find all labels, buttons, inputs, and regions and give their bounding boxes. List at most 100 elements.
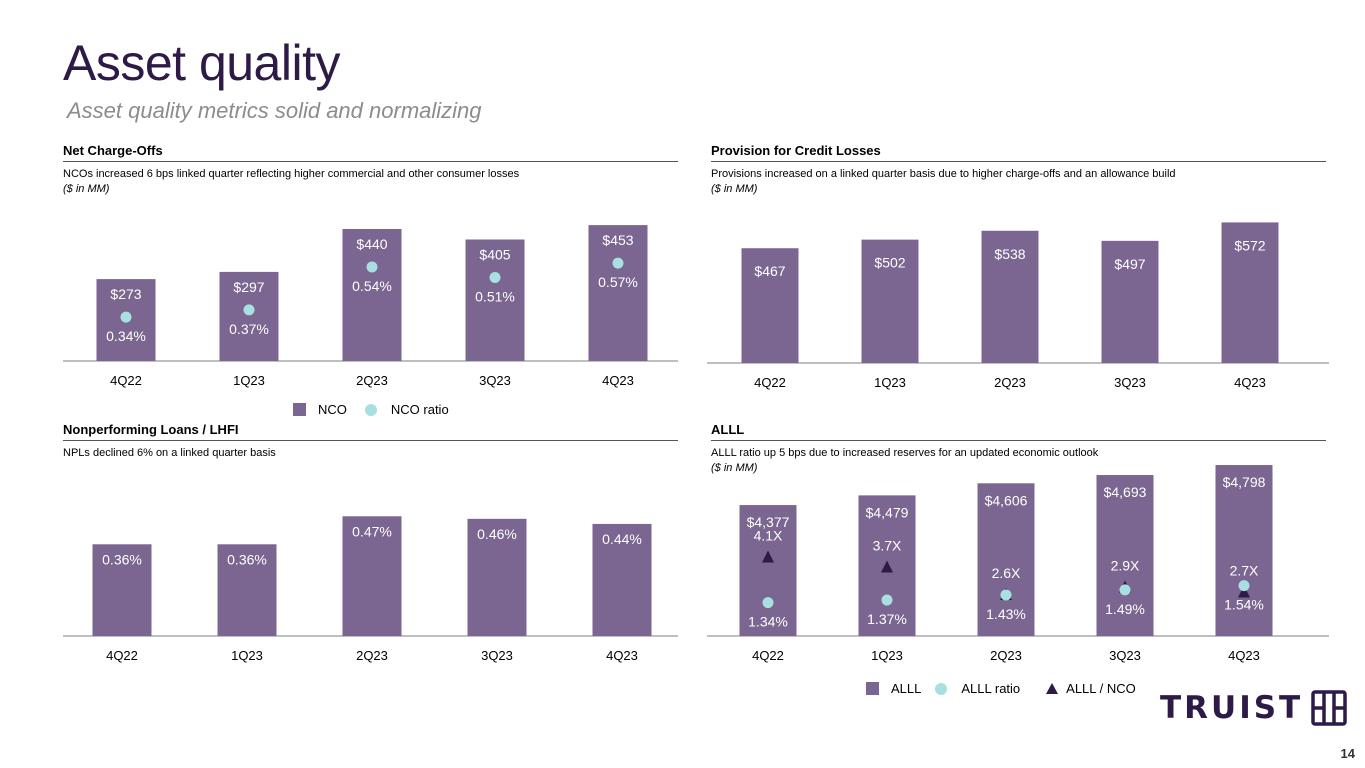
alll-ratio-dot (881, 594, 893, 606)
x-tick-label: 4Q22 (106, 648, 138, 663)
bar-4q22 (741, 248, 799, 363)
bar-value-label: 0.46% (477, 526, 517, 542)
bar-2q23 (342, 516, 402, 636)
bar-1q23 (861, 239, 919, 363)
legend-item-nco-ratio: NCO ratio (364, 402, 449, 417)
nco-ratio-dot (489, 272, 501, 283)
ratio-value-label: 1.43% (986, 606, 1026, 622)
x-tick-label: 2Q23 (356, 648, 388, 663)
x-tick-label: 4Q22 (110, 373, 142, 388)
bar-value-label: $467 (754, 263, 785, 279)
nco-ratio-dot (366, 261, 378, 273)
ratio-value-label: 1.34% (748, 614, 788, 630)
panel-heading: Nonperforming Loans / LHFI (63, 422, 678, 441)
panel-description: NCOs increased 6 bps linked quarter refl… (63, 168, 520, 180)
alll-legend: ALLL ALLL ratio ALLL / NCO (866, 681, 1154, 696)
panel-heading: ALLL (711, 422, 1326, 441)
legend-item-alll-ratio: ALLL ratio (935, 681, 1020, 696)
x-tick-label: 3Q23 (1114, 375, 1146, 390)
alll-nco-label: 2.7X (1230, 563, 1259, 579)
alll-nco-label: 3.7X (873, 538, 902, 554)
x-tick-label: 2Q23 (356, 373, 388, 388)
bar-3q23 (1096, 475, 1154, 636)
panel-description: Provisions increased on a linked quarter… (711, 168, 1176, 180)
legend-label: NCO (318, 402, 347, 417)
alll-ratio-dot (1238, 580, 1250, 592)
legend-label: ALLL (891, 681, 922, 696)
legend-label: ALLL / NCO (1066, 681, 1136, 696)
x-tick-label: 2Q23 (994, 375, 1026, 390)
bar-value-label: 0.44% (602, 531, 642, 547)
bar-value-label: $502 (874, 255, 905, 271)
alll-ratio-dot (1000, 589, 1012, 601)
bar-swatch-icon (293, 403, 306, 416)
bar-4q23 (588, 225, 648, 361)
panel-unit: ($ in MM) (711, 462, 758, 474)
x-tick-label: 4Q23 (602, 373, 634, 388)
panel-net-charge-offs: Net Charge-Offs NCOs increased 6 bps lin… (63, 143, 678, 195)
nco-ratio-dot (243, 304, 255, 316)
bar-2q23 (977, 483, 1035, 636)
nco-legend: NCO NCO ratio (293, 402, 467, 417)
bar-value-label: 0.47% (352, 523, 392, 539)
bar-3q23 (1101, 240, 1159, 363)
legend-label: ALLL ratio (961, 681, 1021, 696)
bar-value-label: $497 (1114, 256, 1145, 272)
panel-nonperforming-loans: Nonperforming Loans / LHFI NPLs declined… (63, 422, 678, 459)
bar-value-label: $273 (110, 286, 141, 302)
alll-nco-label: 2.6X (992, 565, 1021, 581)
panel-provision: Provision for Credit Losses Provisions i… (711, 143, 1326, 195)
x-tick-label: 1Q23 (231, 648, 263, 663)
bar-value-label: $4,479 (866, 504, 909, 520)
x-tick-label: 3Q23 (479, 373, 511, 388)
alll-ratio-dot (762, 597, 774, 609)
legend-item-alll-nco: ALLL / NCO (1046, 681, 1136, 696)
bar-3q23 (465, 239, 525, 361)
bar-value-label: $4,798 (1223, 474, 1266, 490)
page-number: 14 (1340, 746, 1355, 761)
ratio-value-label: 0.57% (598, 274, 638, 290)
bar-4q22 (92, 544, 152, 636)
page-title: Asset quality (63, 35, 340, 91)
bar-4q23 (1215, 465, 1273, 636)
nco-ratio-dot (612, 257, 624, 269)
bar-value-label: $4,377 (747, 514, 790, 530)
bar-value-label: $440 (356, 236, 387, 252)
bar-value-label: $572 (1234, 237, 1265, 253)
bar-2q23 (342, 229, 402, 361)
bar-1q23 (217, 544, 277, 636)
x-tick-label: 4Q23 (1234, 375, 1266, 390)
dot-swatch-icon (935, 682, 948, 695)
x-tick-label: 1Q23 (233, 373, 265, 388)
triangle-swatch-icon (1046, 683, 1059, 694)
x-tick-label: 4Q23 (606, 648, 638, 663)
alll-nco-label: 2.9X (1111, 558, 1140, 574)
bar-1q23 (219, 271, 279, 361)
nco-chart: 4Q22 1Q23 2Q23 3Q23 4Q23 $273 0.34% $297 0.37% $4… (63, 225, 678, 388)
panel-description: ALLL ratio up 5 bps due to increased res… (711, 447, 1099, 459)
x-tick-label: 3Q23 (481, 648, 513, 663)
x-tick-label: 4Q23 (1228, 648, 1260, 663)
bar-value-label: $453 (602, 232, 633, 248)
panel-unit: ($ in MM) (711, 183, 758, 195)
npl-chart: 4Q22 1Q23 2Q23 3Q23 4Q23 0.36% 0.36% 0.47% 0.46%… (63, 516, 678, 663)
panel-alll: ALLL ALLL ratio up 5 bps due to increase… (711, 422, 1326, 474)
x-tick-label: 2Q23 (990, 648, 1022, 663)
panel-unit: ($ in MM) (63, 183, 110, 195)
bar-value-label: 0.36% (227, 551, 267, 567)
ratio-value-label: 0.34% (106, 328, 146, 344)
bar-value-label: $405 (479, 247, 510, 263)
x-tick-label: 1Q23 (874, 375, 906, 390)
alll-ratio-dot (1119, 584, 1131, 596)
panel-heading: Net Charge-Offs (63, 143, 678, 162)
truist-logo-icon (1311, 690, 1347, 726)
x-tick-label: 4Q22 (752, 648, 784, 663)
bar-value-label: $538 (994, 246, 1025, 262)
ratio-value-label: 0.37% (229, 321, 269, 337)
dot-swatch-icon (364, 403, 377, 416)
bar-value-label: $4,606 (985, 492, 1028, 508)
legend-label: NCO ratio (390, 402, 449, 417)
x-tick-label: 4Q22 (754, 375, 786, 390)
bar-2q23 (981, 230, 1039, 363)
